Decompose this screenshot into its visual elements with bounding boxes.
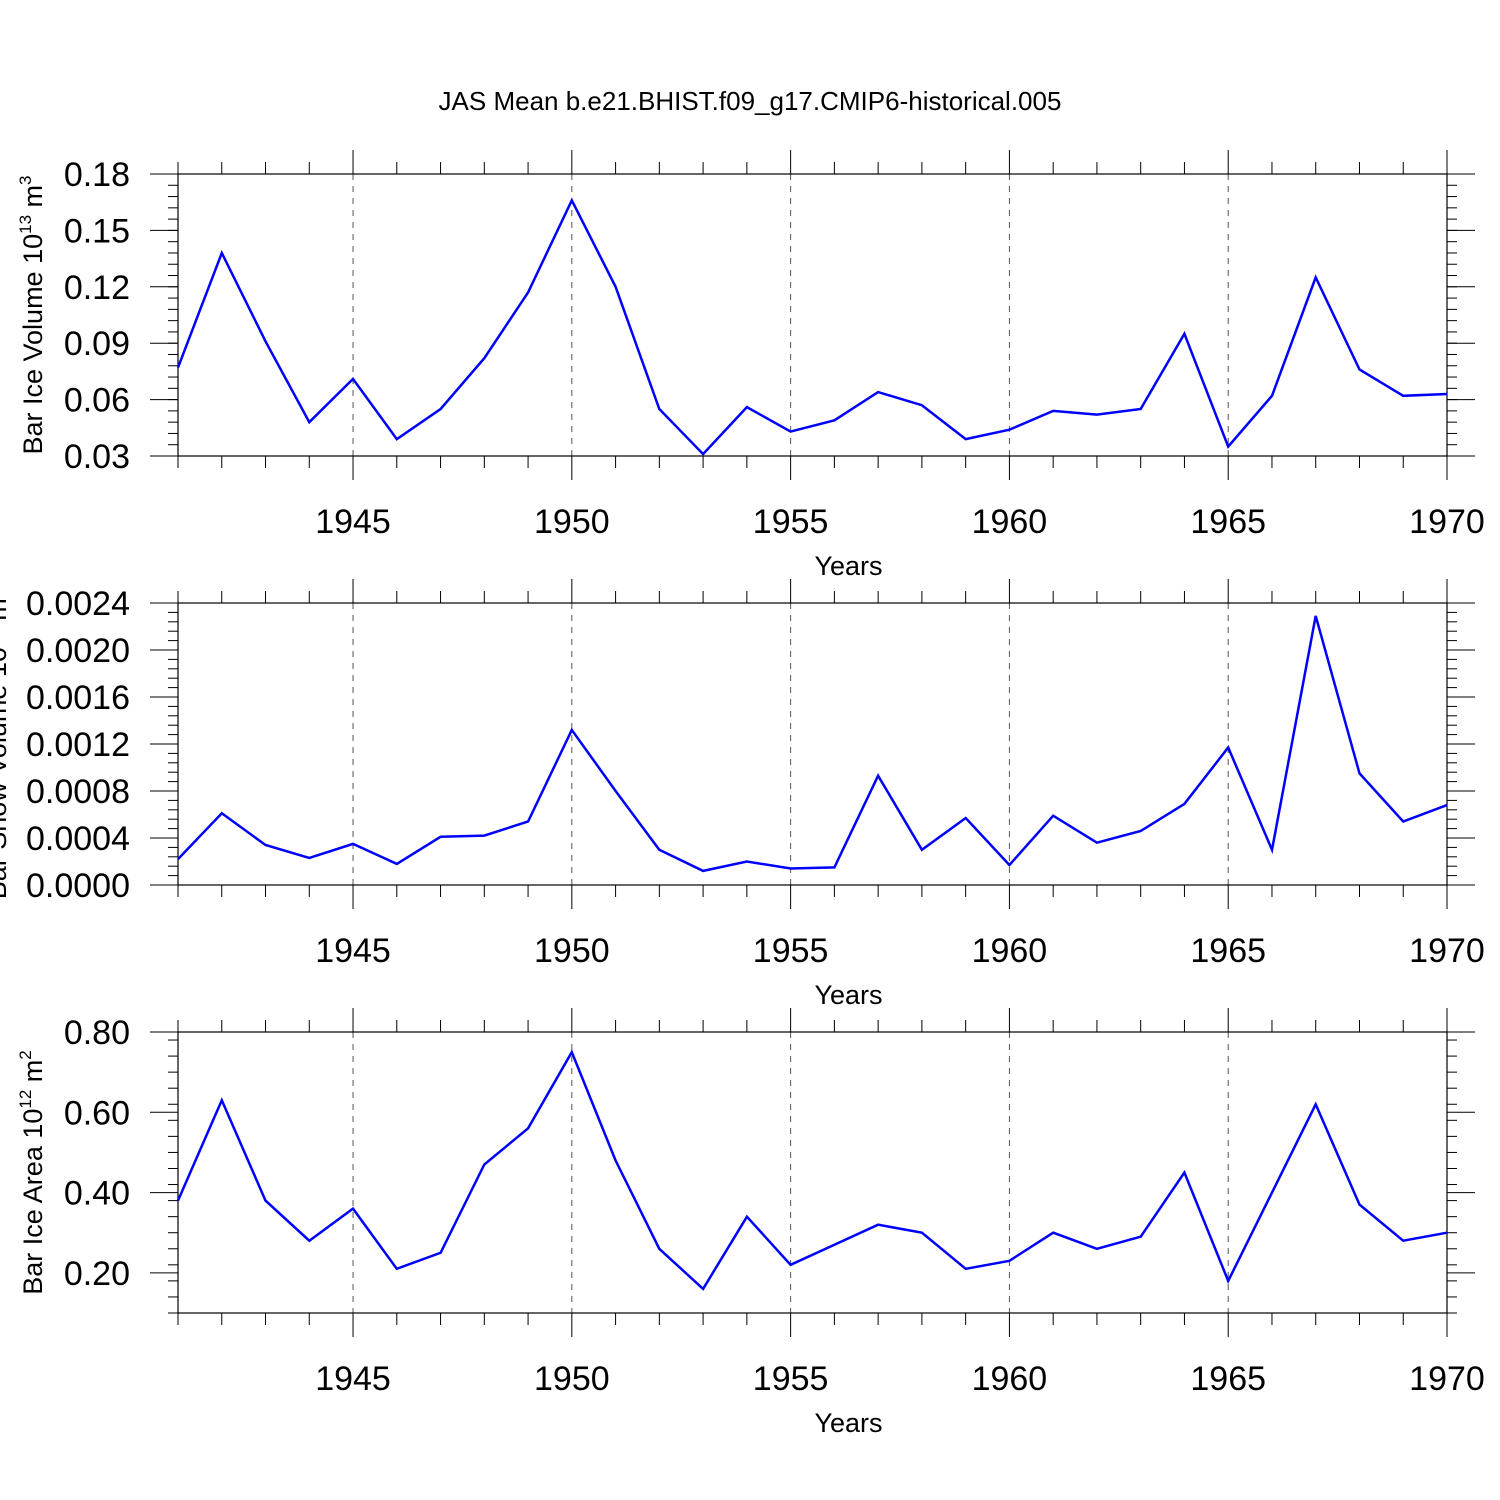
series-line-3 [176,1049,1448,1291]
y-tick-label: 0.0024 [26,585,130,623]
x-tick-label-1955: 1955 [753,932,829,970]
x-tick-label-1970: 1970 [1409,932,1485,970]
y-axis-title-text: Bar Ice Volume 10 [18,234,48,455]
y-axis-title-text: m [0,598,12,628]
x-tick-label-1950: 1950 [534,1360,610,1398]
y-tick-label: 0.0004 [26,820,130,858]
x-tick-label-1965: 1965 [1190,503,1266,541]
figure-title: JAS Mean b.e21.BHIST.f09_g17.CMIP6-histo… [438,86,1062,116]
y-tick-label: 0.0012 [26,726,130,764]
plot-frame [177,602,1448,886]
chart-panel-3: 0.20 0.40 0.60 0.80 1945 1950 1955 1960 1965 1970… [16,1008,1485,1438]
y-tick-label: 0.09 [64,325,130,363]
y-axis-title: Bar Snow Volume 1013 m3 [0,589,12,900]
x-tick-label-1965: 1965 [1190,1360,1266,1398]
y-tick-label: 0.03 [64,438,130,476]
y-tick-label: 0.60 [64,1094,130,1132]
x-axis-title: Years [814,551,882,581]
y-axis-title-superscript: 13 [16,215,35,234]
y-axis-title: Bar Ice Volume 1013 m3 [16,175,48,454]
y-tick-label: 0.20 [64,1255,130,1293]
y-axis-title-superscript: 2 [16,1050,35,1059]
y-tick-label: 0.0008 [26,773,130,811]
x-tick-label-1945: 1945 [315,932,391,970]
x-tick-label-1945: 1945 [315,503,391,541]
y-axis-title: Bar Ice Area 1012 m2 [16,1050,48,1295]
y-axis-title-text: m [18,1060,48,1090]
y-tick-label: 0.0000 [26,867,130,905]
y-tick-label: 0.40 [64,1175,130,1213]
x-tick-label-1970: 1970 [1409,503,1485,541]
y-axis-title-text: m [18,185,48,215]
x-tick-label-1945: 1945 [315,1360,391,1398]
x-tick-label-1950: 1950 [534,932,610,970]
y-axis-title-text: Bar Snow Volume 10 [0,647,12,899]
y-tick-label: 0.80 [64,1014,130,1052]
x-tick-label-1950: 1950 [534,503,610,541]
plot-frame [177,173,1448,457]
x-tick-label-1960: 1960 [972,1360,1048,1398]
y-tick-label: 0.06 [64,382,130,420]
x-tick-label-1960: 1960 [972,503,1048,541]
x-tick-label-1955: 1955 [753,1360,829,1398]
x-axis-title: Years [814,980,882,1010]
x-axis-title: Years [814,1408,882,1438]
y-tick-label: 0.0016 [26,679,130,717]
x-tick-label-1960: 1960 [972,932,1048,970]
y-tick-label: 0.0020 [26,632,130,670]
series-line-2 [177,615,1448,873]
y-tick-label: 0.15 [64,212,130,250]
y-axis-title-superscript: 12 [16,1090,35,1109]
y-tick-label: 0.18 [64,156,130,194]
x-tick-label-1970: 1970 [1409,1360,1485,1398]
chart-panel-2: 0.0000 0.0004 0.0008 0.0012 0.0016 0.0020 0.00… [0,579,1485,1010]
x-tick-label-1955: 1955 [753,503,829,541]
chart-panel-1: 0.03 0.06 0.09 0.12 0.15 0.18 1945 1950 1955 1960… [16,150,1485,581]
y-tick-label: 0.12 [64,269,130,307]
y-axis-title-text: Bar Ice Area 10 [18,1109,48,1295]
plot-frame [177,1031,1448,1314]
series-line-1 [176,197,1448,456]
x-tick-label-1965: 1965 [1190,932,1266,970]
y-axis-title-superscript: 3 [16,175,35,184]
